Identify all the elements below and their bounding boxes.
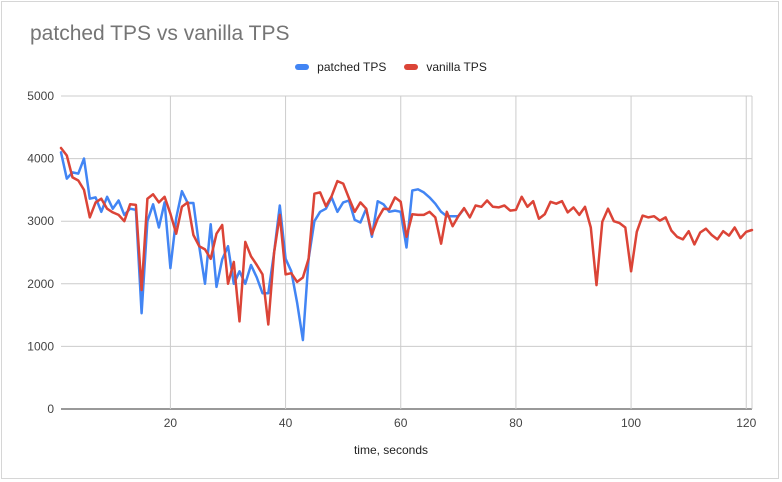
legend-item-patched[interactable]: patched TPS (295, 60, 386, 74)
legend-swatch-patched (295, 64, 310, 70)
y-tick-label: 3000 (27, 214, 54, 228)
y-tick-label: 4000 (27, 152, 54, 166)
x-tick-label: 40 (279, 416, 293, 430)
y-tick-label: 0 (47, 402, 54, 416)
x-tick-label: 60 (394, 416, 408, 430)
x-tick-label: 80 (509, 416, 523, 430)
y-tick-label: 5000 (27, 89, 54, 103)
y-tick-label: 2000 (27, 277, 54, 291)
legend-label-patched: patched TPS (317, 60, 387, 74)
chart-legend: patched TPS vanilla TPS (0, 60, 782, 74)
chart-title: patched TPS vs vanilla TPS (30, 22, 290, 45)
x-tick-label: 100 (621, 416, 641, 430)
series-line-vanilla (59, 146, 754, 326)
legend-swatch-vanilla (404, 64, 419, 70)
series-line-patched (59, 151, 466, 342)
x-tick-label: 20 (164, 416, 178, 430)
legend-item-vanilla[interactable]: vanilla TPS (404, 60, 487, 74)
x-tick-label: 120 (736, 416, 756, 430)
legend-label-vanilla: vanilla TPS (426, 60, 487, 74)
x-axis-label: time, seconds (353, 443, 429, 457)
y-tick-label: 1000 (27, 339, 54, 353)
